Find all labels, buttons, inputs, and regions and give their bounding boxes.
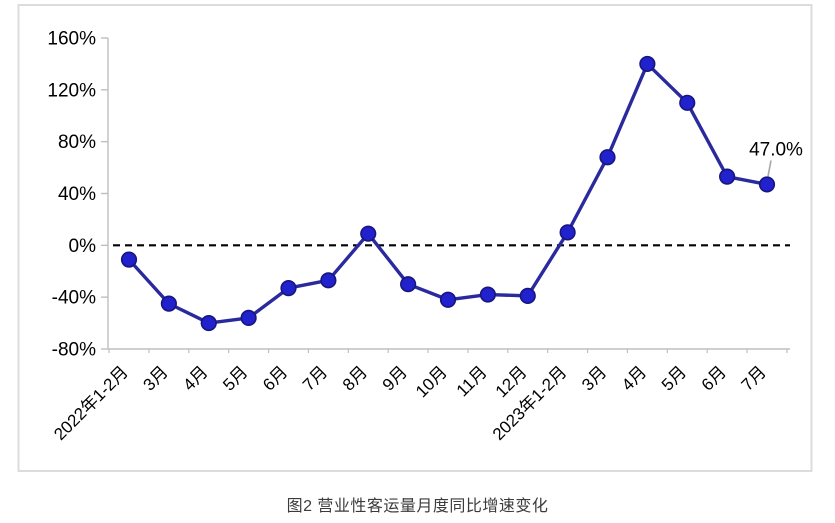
y-axis-label: 40%	[58, 184, 96, 205]
annotation-leader-line	[767, 160, 772, 177]
x-axis-label: 8月	[339, 362, 371, 394]
figure-caption: 图2 营业性客运量月度同比增速变化	[286, 498, 549, 515]
data-point-marker	[360, 225, 377, 242]
annotation-label: 47.0%	[749, 139, 803, 160]
x-axis-label: 2022年1-2月	[50, 362, 132, 444]
x-axis-label: 6月	[698, 362, 730, 394]
chart-border	[17, 4, 813, 472]
data-point-marker	[479, 286, 496, 303]
y-axis-label: -40%	[52, 288, 96, 309]
x-axis-label: 4月	[618, 362, 650, 394]
line-chart: 160%120%80%40%0%-40%-80%2022年1-2月 3月 4月 5月 6…	[17, 4, 813, 472]
y-axis-label: -80%	[52, 340, 96, 361]
x-axis-label: 10月	[412, 362, 451, 401]
x-axis-label: 5月	[219, 362, 251, 394]
data-point-marker	[719, 168, 736, 185]
data-point-marker	[240, 309, 257, 327]
data-point-marker	[639, 55, 656, 73]
data-point-marker	[679, 94, 696, 111]
x-axis-label: 3月	[140, 362, 172, 394]
y-axis-label: 80%	[58, 132, 96, 153]
y-axis-label: 120%	[47, 80, 96, 101]
data-point-marker	[280, 279, 297, 297]
x-axis-label: 6月	[259, 362, 291, 394]
data-point-marker	[519, 287, 536, 304]
x-axis-label: 4月	[179, 362, 211, 394]
data-point-marker	[120, 251, 138, 268]
data-point-marker	[400, 276, 417, 293]
data-point-marker	[599, 149, 616, 166]
x-axis-label: 7月	[738, 362, 770, 394]
x-axis-label: 3月	[578, 362, 610, 394]
x-axis-label: 9月	[379, 362, 411, 394]
x-axis-label: 5月	[658, 362, 690, 394]
data-point-marker	[200, 314, 217, 332]
series-line	[127, 62, 769, 325]
y-axis-label: 0%	[69, 236, 97, 257]
data-point-marker	[758, 176, 776, 193]
data-point-marker	[160, 295, 177, 312]
data-point-marker	[559, 224, 576, 241]
data-point-marker	[439, 291, 457, 308]
y-axis-label: 160%	[47, 29, 96, 50]
x-axis-label: 2023年1-2月	[489, 362, 571, 444]
x-axis-label: 11月	[453, 362, 491, 400]
x-axis-label: 7月	[299, 362, 331, 394]
data-point-marker	[320, 272, 337, 289]
